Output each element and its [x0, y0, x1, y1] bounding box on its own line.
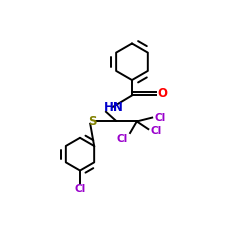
- Text: S: S: [88, 115, 97, 128]
- Text: Cl: Cl: [117, 134, 128, 144]
- Text: Cl: Cl: [154, 112, 165, 122]
- Text: Cl: Cl: [150, 126, 162, 136]
- Text: HN: HN: [104, 102, 124, 114]
- Text: O: O: [158, 88, 168, 101]
- Text: Cl: Cl: [74, 184, 86, 194]
